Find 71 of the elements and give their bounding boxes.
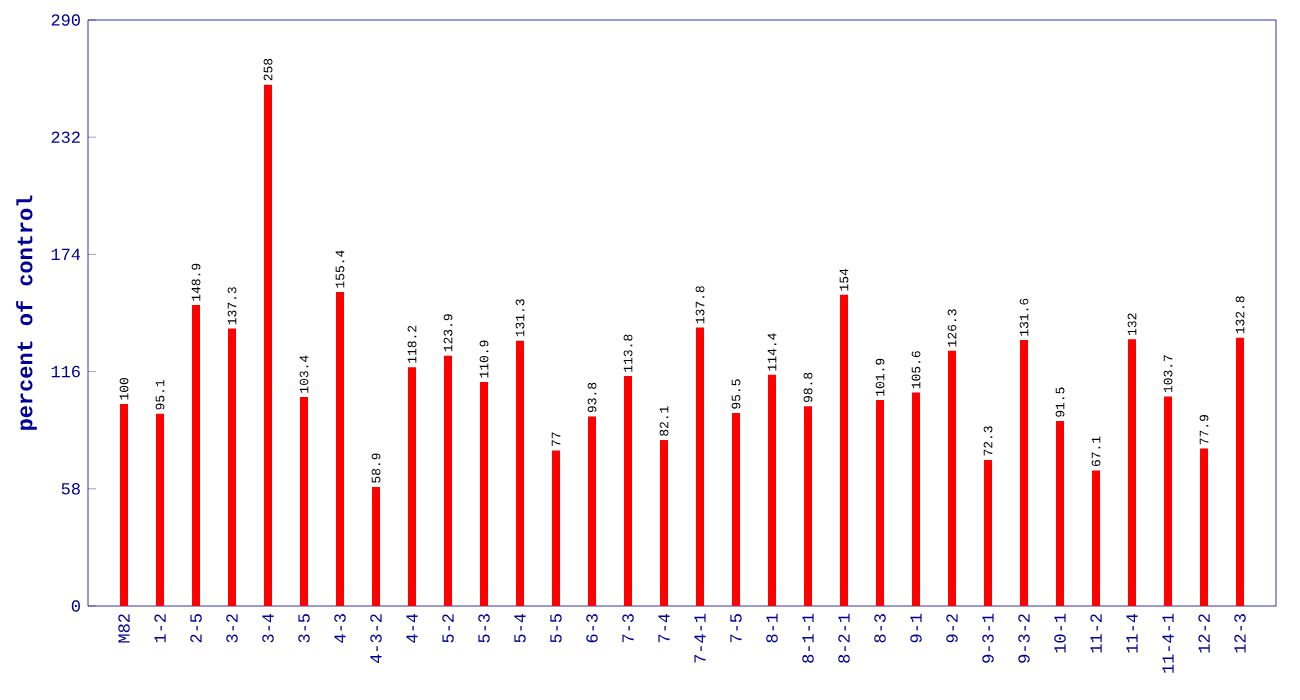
bar <box>876 400 885 606</box>
x-tick-label: 2-5 <box>190 614 202 643</box>
bar <box>300 397 309 606</box>
bar <box>1056 421 1065 606</box>
bar <box>408 367 417 606</box>
x-tick-label: M82 <box>118 614 130 643</box>
x-tick-label: 12-2 <box>1198 614 1210 653</box>
x-tick-label: 11-4 <box>1126 613 1138 653</box>
x-tick-label: 5-4 <box>514 613 526 643</box>
x-tick-label: 11-2 <box>1090 614 1102 653</box>
x-tick-label: 9-3-2 <box>1018 614 1030 663</box>
bar <box>228 328 237 606</box>
x-tick-label: 5-2 <box>442 614 454 643</box>
bar <box>912 392 921 606</box>
x-tick-label: 7-4-1 <box>694 613 706 663</box>
bar <box>1020 340 1029 606</box>
x-tick-label: 6-3 <box>586 614 598 643</box>
bar <box>1200 448 1209 606</box>
x-tick-label: 7-4 <box>658 613 670 643</box>
bar <box>804 406 813 606</box>
bar <box>552 450 561 606</box>
x-tick-label: 9-3-1 <box>982 613 994 663</box>
bar <box>156 413 165 606</box>
x-tick-label: 5-5 <box>550 614 562 643</box>
x-tick-label: 8-1 <box>766 613 778 643</box>
x-tick-label: 3-2 <box>226 614 238 643</box>
x-tick-label: 11-4-1 <box>1162 613 1174 673</box>
bar <box>840 294 849 606</box>
x-tick-label: 9-2 <box>946 614 958 643</box>
y-tick-label: 0 <box>71 600 80 612</box>
bar <box>696 327 705 606</box>
bar <box>1236 337 1245 606</box>
x-tick-label: 8-2-1 <box>838 613 850 663</box>
y-tick-label: 290 <box>51 14 80 26</box>
y-axis-title: percent of control <box>16 195 37 430</box>
x-tick-label: 7-3 <box>622 614 634 643</box>
x-tick-label: 3-5 <box>298 614 310 643</box>
bar <box>660 440 669 606</box>
bar <box>444 355 453 606</box>
bar <box>120 403 129 606</box>
bar <box>336 291 345 606</box>
x-tick-label: 9-1 <box>910 613 922 643</box>
bar <box>1128 339 1137 606</box>
x-tick-label: 1-2 <box>154 614 166 643</box>
bar <box>1092 470 1101 606</box>
y-tick-label: 232 <box>51 131 80 143</box>
y-tick-label: 58 <box>61 483 80 495</box>
x-tick-label: 4-3 <box>334 614 346 643</box>
bar <box>372 486 381 606</box>
bar <box>624 376 633 606</box>
x-tick-label: 3-4 <box>262 613 274 643</box>
x-tick-label: 4-4 <box>406 613 418 643</box>
bar <box>1164 396 1173 606</box>
x-tick-label: 10-1 <box>1054 613 1066 653</box>
x-tick-label: 8-3 <box>874 614 886 643</box>
bar <box>768 374 777 606</box>
x-tick-label: 4-3-2 <box>370 614 382 664</box>
bar <box>588 416 597 606</box>
bar <box>480 381 489 606</box>
x-tick-label: 8-1-1 <box>802 613 814 663</box>
x-tick-label: 5-3 <box>478 614 490 643</box>
bar <box>948 350 957 606</box>
bar <box>732 413 741 606</box>
bar <box>192 305 201 606</box>
bar <box>984 459 993 606</box>
bar <box>516 340 525 606</box>
x-tick-label: 7-5 <box>730 614 742 643</box>
y-tick-label: 174 <box>51 248 81 260</box>
y-tick-label: 116 <box>51 365 80 378</box>
bar <box>264 84 273 606</box>
x-tick-label: 12-3 <box>1234 614 1246 653</box>
